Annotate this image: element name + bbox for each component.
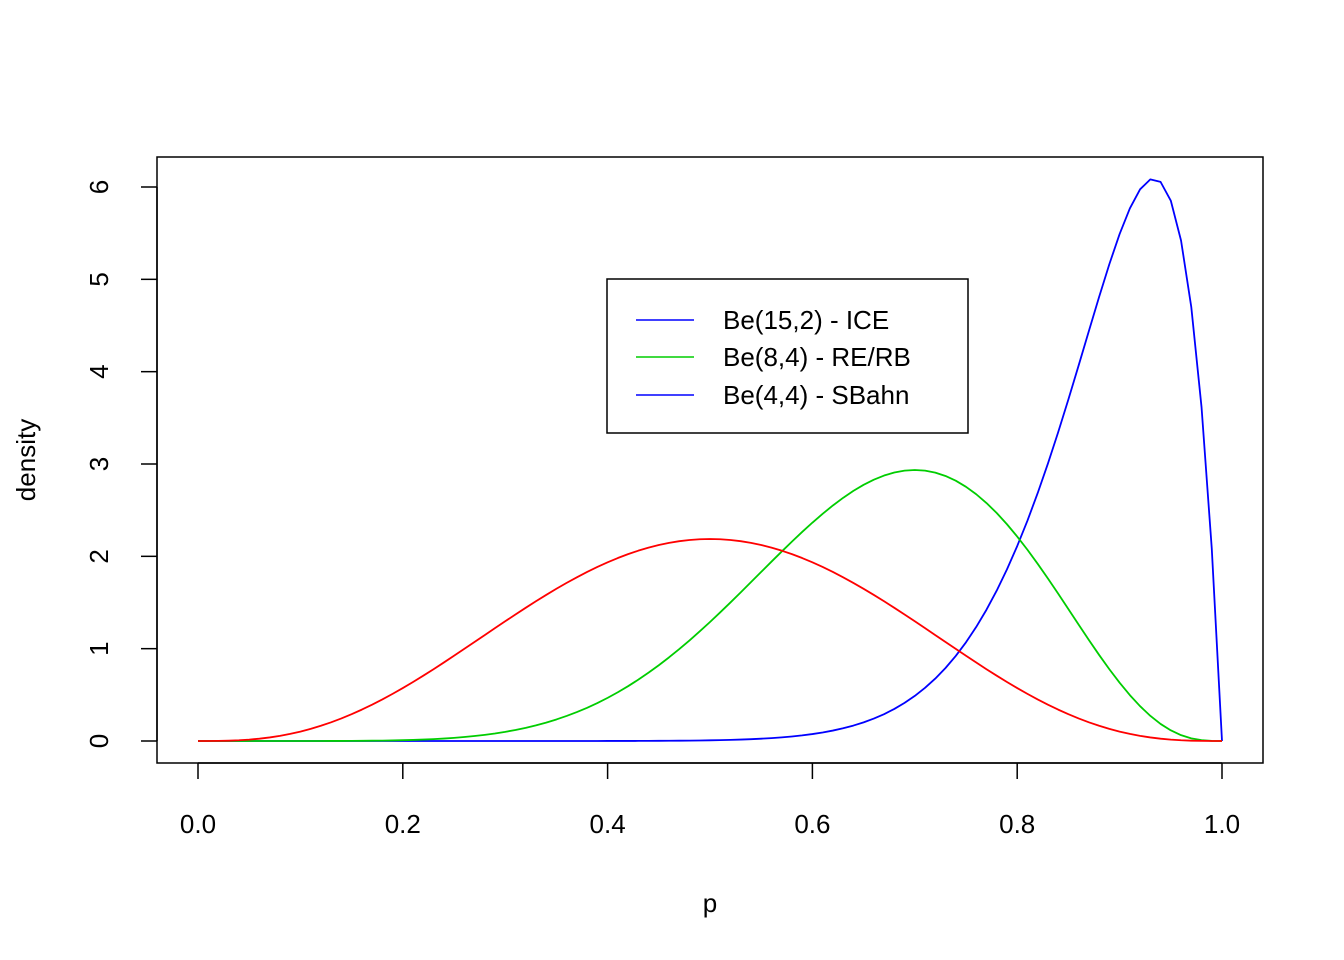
legend-label-ice: Be(15,2) - ICE — [723, 305, 889, 335]
legend: Be(15,2) - ICE Be(8,4) - RE/RB Be(4,4) -… — [606, 278, 969, 434]
x-axis: 0.0 0.2 0.4 0.6 0.8 1.0 — [180, 762, 1240, 839]
y-tick-label: 3 — [84, 457, 114, 471]
series-layer — [197, 178, 1223, 742]
legend-label-re-rb: Be(8,4) - RE/RB — [723, 342, 911, 372]
y-axis: 0 1 2 3 4 5 6 — [84, 180, 158, 748]
series-be-8-4 — [198, 469, 1223, 742]
x-tick-label: 1.0 — [1204, 809, 1240, 839]
legend-box — [606, 278, 969, 434]
x-tick-label: 0.4 — [590, 809, 626, 839]
y-tick-label: 1 — [84, 641, 114, 655]
y-tick-label: 5 — [84, 272, 114, 286]
y-axis-label: density — [11, 419, 41, 501]
y-tick-label: 2 — [84, 549, 114, 563]
x-tick-label: 0.2 — [385, 809, 421, 839]
series-be-15-2 — [198, 178, 1223, 742]
y-tick-label: 4 — [84, 364, 114, 378]
y-tick-label: 0 — [84, 734, 114, 748]
x-tick-label: 0.6 — [794, 809, 830, 839]
y-tick-label: 6 — [84, 180, 114, 194]
plot-frame — [156, 156, 1264, 764]
x-tick-label: 0.8 — [999, 809, 1035, 839]
legend-label-sbahn: Be(4,4) - SBahn — [723, 380, 909, 410]
x-tick-label: 0.0 — [180, 809, 216, 839]
series-be-4-4 — [197, 538, 1223, 742]
x-axis-label: p — [703, 888, 717, 918]
